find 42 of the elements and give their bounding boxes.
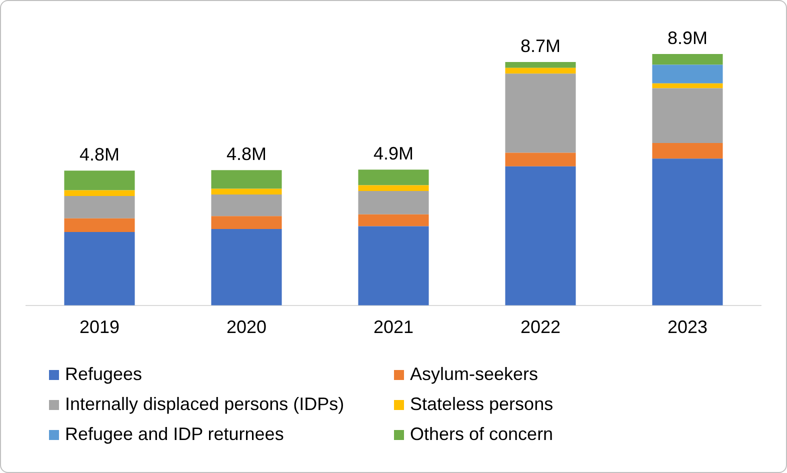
bar xyxy=(505,152,576,166)
bar xyxy=(211,170,282,189)
bar xyxy=(211,228,282,306)
bar xyxy=(358,185,429,192)
bar xyxy=(64,170,135,190)
x-tick-label: 2021 xyxy=(373,317,414,338)
x-tick-label: 2020 xyxy=(226,317,267,338)
bar xyxy=(652,54,723,65)
bar xyxy=(652,83,723,88)
x-tick-label: 2022 xyxy=(520,317,561,338)
x-tick-label: 2019 xyxy=(79,317,120,338)
bar xyxy=(505,68,576,74)
legend-label: Refugee and IDP returnees xyxy=(65,424,284,445)
annotation: 8.9M xyxy=(667,28,708,48)
bar xyxy=(505,62,576,68)
annotation: 4.9M xyxy=(373,144,414,164)
bar xyxy=(652,88,723,143)
legend-label: Asylum-seekers xyxy=(410,364,538,385)
legend-label: Stateless persons xyxy=(410,394,554,415)
bar xyxy=(358,226,429,306)
legend-label: Others of concern xyxy=(410,424,554,445)
bar xyxy=(358,170,429,186)
bar xyxy=(64,232,135,306)
annotation: 4.8M xyxy=(226,144,267,164)
bar xyxy=(652,142,723,159)
bar xyxy=(358,191,429,214)
bar xyxy=(211,194,282,216)
bar xyxy=(211,216,282,229)
bar xyxy=(64,196,135,218)
bar xyxy=(505,166,576,306)
legend-label: Refugees xyxy=(65,364,142,385)
bar xyxy=(505,74,576,153)
bar xyxy=(211,188,282,195)
bar xyxy=(64,218,135,232)
bar xyxy=(358,214,429,226)
legend-label: Internally displaced persons (IDPs) xyxy=(65,394,344,415)
bar xyxy=(652,158,723,306)
x-tick-label: 2023 xyxy=(667,317,708,338)
bar xyxy=(652,64,723,84)
annotation: 8.7M xyxy=(520,36,561,56)
annotation: 4.8M xyxy=(79,144,120,165)
bar xyxy=(64,190,135,196)
